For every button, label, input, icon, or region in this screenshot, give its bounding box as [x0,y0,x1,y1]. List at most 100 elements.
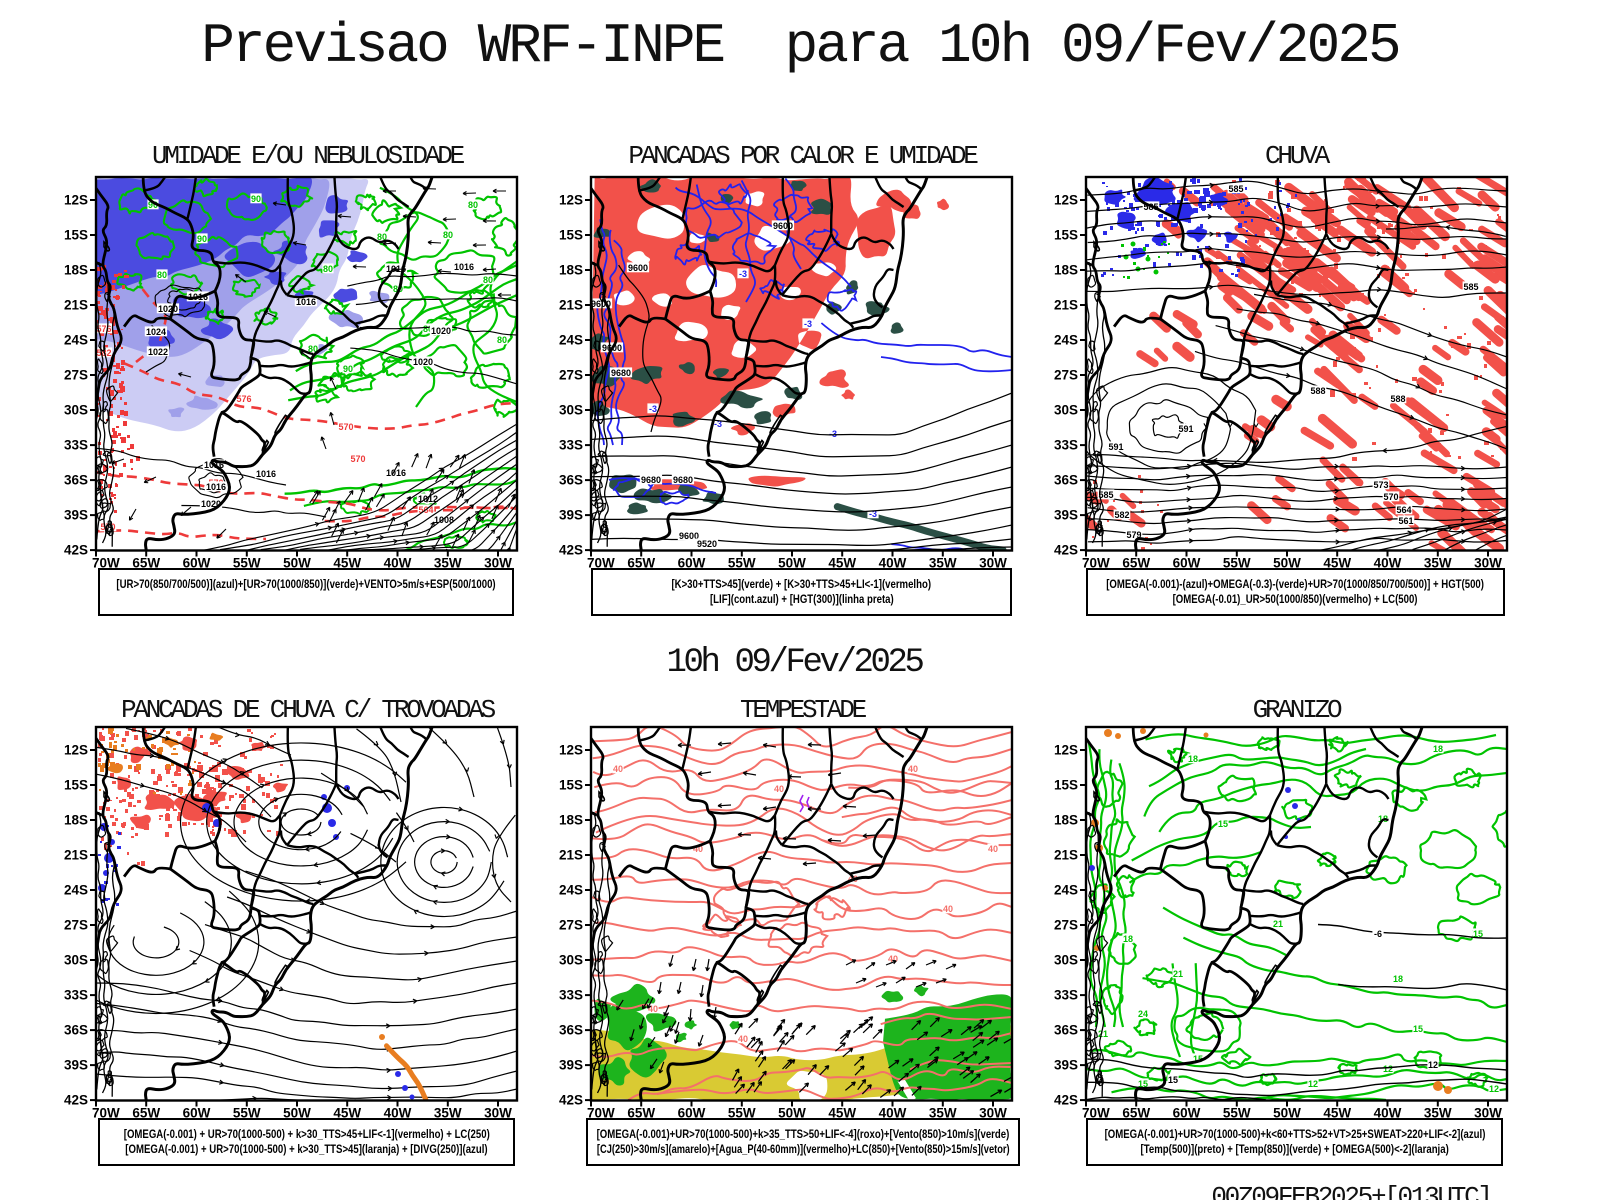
svg-text:24S: 24S [64,883,88,898]
svg-text:9680: 9680 [641,475,661,485]
svg-text:40: 40 [648,1004,658,1014]
svg-text:45W: 45W [333,556,361,571]
svg-text:27S: 27S [64,368,88,383]
svg-text:-3: -3 [714,419,722,429]
svg-text:40W: 40W [1374,556,1402,571]
svg-text:15S: 15S [1054,228,1078,243]
svg-text:39S: 39S [559,508,583,523]
svg-text:35W: 35W [929,1106,957,1121]
svg-text:1020: 1020 [158,304,178,314]
svg-text:50W: 50W [283,556,311,571]
svg-text:27S: 27S [1054,368,1078,383]
svg-text:1016: 1016 [296,297,316,307]
svg-text:12: 12 [1428,1060,1438,1070]
svg-text:30S: 30S [559,403,583,418]
svg-text:40: 40 [943,904,953,914]
svg-text:18: 18 [1433,744,1443,754]
svg-text:576: 576 [236,394,251,404]
svg-text:24S: 24S [1054,333,1078,348]
svg-text:50W: 50W [283,1106,311,1121]
svg-text:42S: 42S [1054,543,1078,558]
svg-text:585: 585 [1463,282,1478,292]
svg-text:39S: 39S [559,1058,583,1073]
svg-text:70W: 70W [1082,1106,1110,1121]
svg-text:24S: 24S [1054,883,1078,898]
svg-text:1008: 1008 [434,515,454,525]
svg-text:9680: 9680 [673,475,693,485]
svg-text:576: 576 [96,324,111,334]
svg-text:40W: 40W [1374,1106,1402,1121]
svg-text:39S: 39S [64,1058,88,1073]
svg-text:15: 15 [1413,1024,1423,1034]
svg-text:40: 40 [888,954,898,964]
svg-text:30S: 30S [1054,403,1078,418]
svg-text:21S: 21S [64,848,88,863]
svg-text:18: 18 [1393,974,1403,984]
svg-text:12S: 12S [1054,743,1078,758]
svg-text:39S: 39S [64,508,88,523]
svg-text:36S: 36S [559,473,583,488]
svg-text:60W: 60W [678,1106,706,1121]
svg-text:30S: 30S [559,953,583,968]
svg-text:90: 90 [197,234,207,244]
svg-text:15S: 15S [559,228,583,243]
svg-text:50W: 50W [1273,556,1301,571]
svg-text:65W: 65W [1122,556,1150,571]
svg-text:60W: 60W [1173,556,1201,571]
svg-text:42S: 42S [64,543,88,558]
svg-text:1016: 1016 [454,262,474,272]
svg-text:60W: 60W [678,556,706,571]
svg-text:40: 40 [988,844,998,854]
svg-text:9520: 9520 [697,539,717,549]
svg-text:573: 573 [1373,480,1388,490]
svg-text:35W: 35W [434,1106,462,1121]
svg-text:33S: 33S [1054,438,1078,453]
svg-text:40: 40 [774,784,784,794]
svg-text:570: 570 [1383,492,1398,502]
svg-text:40W: 40W [384,1106,412,1121]
svg-text:15S: 15S [1054,778,1078,793]
svg-text:39S: 39S [1054,508,1078,523]
svg-text:585: 585 [1098,490,1113,500]
svg-text:45W: 45W [1323,556,1351,571]
svg-text:18S: 18S [64,263,88,278]
svg-text:30W: 30W [484,1106,512,1121]
svg-text:-3: -3 [739,269,747,279]
svg-text:30W: 30W [1474,556,1502,571]
svg-text:564: 564 [1396,505,1411,515]
svg-text:570: 570 [350,454,365,464]
svg-text:80: 80 [497,335,507,345]
svg-text:12S: 12S [559,193,583,208]
svg-text:30S: 30S [64,953,88,968]
svg-text:21: 21 [1173,969,1183,979]
svg-text:9600: 9600 [628,263,648,273]
svg-text:42S: 42S [559,1093,583,1108]
svg-text:27S: 27S [64,918,88,933]
svg-text:-6: -6 [1374,929,1382,939]
svg-text:40: 40 [693,844,703,854]
svg-text:21S: 21S [64,298,88,313]
svg-text:9600: 9600 [773,221,793,231]
svg-text:55W: 55W [1223,1106,1251,1121]
svg-text:40W: 40W [384,556,412,571]
svg-text:27S: 27S [559,368,583,383]
svg-text:70W: 70W [587,1106,615,1121]
svg-text:-3: -3 [804,319,812,329]
svg-text:12S: 12S [64,193,88,208]
svg-text:12: 12 [1383,1064,1393,1074]
svg-text:15: 15 [1168,1075,1178,1085]
svg-text:80: 80 [443,230,453,240]
svg-text:24S: 24S [559,333,583,348]
svg-text:36S: 36S [559,1023,583,1038]
svg-text:1016: 1016 [256,469,276,479]
svg-text:42S: 42S [64,1093,88,1108]
svg-text:15: 15 [1218,819,1228,829]
svg-text:585: 585 [1228,184,1243,194]
svg-text:90: 90 [343,364,353,374]
svg-text:582: 582 [1114,510,1129,520]
svg-text:24: 24 [1138,1009,1148,1019]
svg-text:18S: 18S [1054,263,1078,278]
svg-text:27S: 27S [559,918,583,933]
svg-text:30S: 30S [64,403,88,418]
svg-text:40: 40 [908,764,918,774]
